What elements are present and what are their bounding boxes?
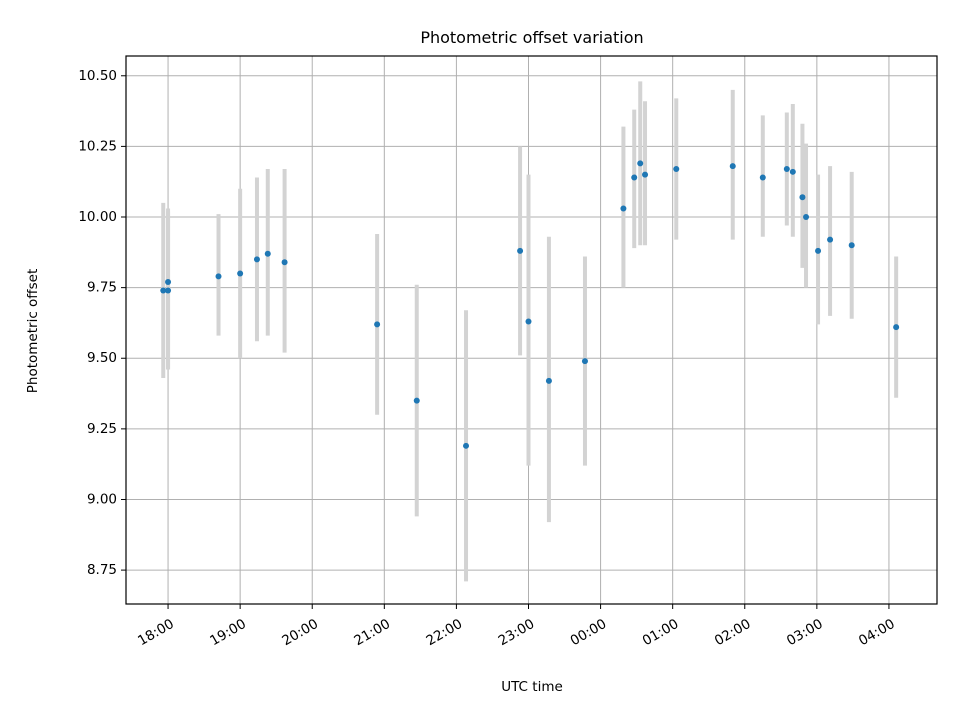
data-point — [253, 256, 260, 263]
y-tick-label: 9.00 — [87, 491, 117, 507]
x-tick-label: 18:00 — [135, 616, 177, 649]
data-points — [160, 160, 900, 449]
data-point — [759, 174, 766, 181]
data-point — [165, 287, 172, 294]
data-point — [815, 247, 822, 254]
data-point — [827, 236, 834, 243]
y-tick-label: 9.50 — [87, 350, 117, 366]
data-point — [581, 358, 588, 365]
x-tick-label: 03:00 — [784, 616, 826, 649]
x-tick-label: 00:00 — [568, 616, 610, 649]
data-point — [463, 442, 470, 449]
error-bars — [161, 81, 899, 582]
data-point — [281, 259, 288, 266]
x-tick-label: 04:00 — [856, 616, 898, 649]
data-point — [237, 270, 244, 277]
x-tick-label: 02:00 — [712, 616, 754, 649]
plot-frame — [125, 55, 938, 605]
data-point — [165, 278, 172, 285]
data-point — [893, 324, 900, 331]
x-tick-label: 19:00 — [207, 616, 249, 649]
x-tick-label: 23:00 — [496, 616, 538, 649]
data-point — [160, 287, 167, 294]
data-point — [631, 174, 638, 181]
data-point — [374, 321, 381, 328]
data-point — [803, 214, 810, 221]
y-tick-label: 10.50 — [78, 68, 117, 84]
data-point — [637, 160, 644, 167]
grid-lines — [126, 56, 937, 604]
data-point — [642, 171, 649, 178]
chart-title: Photometric offset variation — [420, 28, 643, 47]
y-tick-label: 8.75 — [87, 562, 117, 578]
data-point — [799, 194, 806, 201]
data-point — [215, 273, 222, 280]
data-point — [525, 318, 532, 325]
data-point — [848, 242, 855, 249]
y-axis-label: Photometric offset — [25, 269, 41, 393]
data-point — [264, 250, 271, 257]
data-point — [783, 165, 790, 172]
x-tick-label: 21:00 — [351, 616, 393, 649]
data-point — [517, 247, 524, 254]
x-tick-label: 01:00 — [640, 616, 682, 649]
x-axis-label: UTC time — [501, 679, 563, 695]
data-point — [545, 377, 552, 384]
data-point — [729, 163, 736, 170]
x-tick-label: 22:00 — [424, 616, 466, 649]
y-tick-label: 10.25 — [78, 138, 117, 154]
x-tick-label: 20:00 — [279, 616, 321, 649]
x-axis-ticks: 18:00 19:00 20:00 21:00 22:00 23:00 00:00 01:00… — [135, 604, 898, 649]
y-tick-label: 9.75 — [87, 280, 117, 296]
data-point — [789, 168, 796, 175]
data-point — [673, 165, 680, 172]
data-point — [413, 397, 420, 404]
data-point — [620, 205, 627, 212]
y-tick-label: 9.25 — [87, 421, 117, 437]
y-tick-label: 10.00 — [78, 209, 117, 225]
y-axis-ticks: 8.75 9.00 9.25 9.50 9.75 10.00 10.25 10.50 — [78, 68, 126, 578]
